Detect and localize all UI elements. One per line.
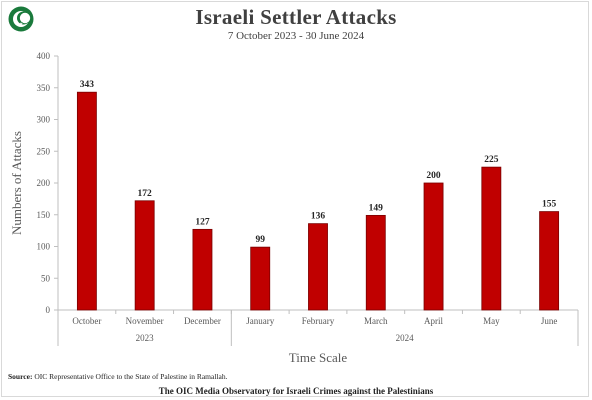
oic-logo-icon: [8, 6, 34, 32]
bar-november: [134, 200, 155, 311]
chart-subtitle: 7 October 2023 - 30 June 2024: [227, 30, 365, 42]
bar-april: [423, 182, 444, 311]
footer-credit: The OIC Media Observatory for Israeli Cr…: [158, 386, 434, 396]
y-tick-label: 50: [41, 273, 51, 283]
bar-january: [250, 246, 271, 311]
x-tick-label: November: [126, 316, 164, 326]
y-tick-label: 300: [37, 115, 51, 125]
bar-chart: 0 50 100 150 200 250 300 350 400 Numbers of Attac…: [9, 51, 579, 365]
x-tick-label: March: [364, 316, 388, 326]
bar-october: [76, 91, 97, 311]
source-label: Source:: [8, 372, 33, 381]
x-tick-label: February: [302, 316, 335, 326]
source-note: Source: OIC Representative Office to the…: [8, 372, 227, 381]
x-tick-label: June: [541, 316, 558, 326]
data-label: 149: [369, 203, 384, 213]
x-tick-label: January: [246, 316, 274, 326]
data-label: 127: [195, 217, 210, 227]
x-tick-label: April: [424, 316, 443, 326]
data-label: 172: [138, 189, 153, 199]
data-label: 99: [255, 235, 265, 245]
bar-february: [308, 223, 328, 311]
x-axis-title: Time Scale: [289, 350, 348, 365]
y-tick-label: 150: [37, 210, 51, 220]
data-label: 136: [311, 212, 326, 222]
chart-title: Israeli Settler Attacks: [195, 5, 397, 29]
bar-december: [192, 228, 213, 311]
y-tick-label: 350: [37, 83, 51, 93]
x-tick-label: October: [72, 316, 101, 326]
x-tick-label: May: [483, 316, 500, 326]
y-tick-label: 250: [37, 146, 51, 156]
data-label: 200: [426, 171, 441, 181]
y-tick-label: 0: [46, 305, 51, 315]
year-group-label: 2023: [136, 333, 155, 343]
data-label: 225: [484, 155, 499, 165]
y-tick-label: 400: [37, 51, 51, 61]
x-tick-label: December: [184, 316, 221, 326]
y-tick-label: 100: [37, 242, 51, 252]
bar-june: [539, 211, 560, 311]
year-group-label: 2024: [396, 333, 415, 343]
data-label: 155: [542, 200, 557, 210]
bar-may: [481, 166, 502, 311]
data-label: 343: [80, 80, 95, 90]
y-axis-title: Numbers of Attacks: [9, 131, 24, 235]
bar-march: [365, 214, 386, 311]
source-text: OIC Representative Office to the State o…: [34, 372, 228, 381]
y-tick-label: 200: [37, 178, 51, 188]
